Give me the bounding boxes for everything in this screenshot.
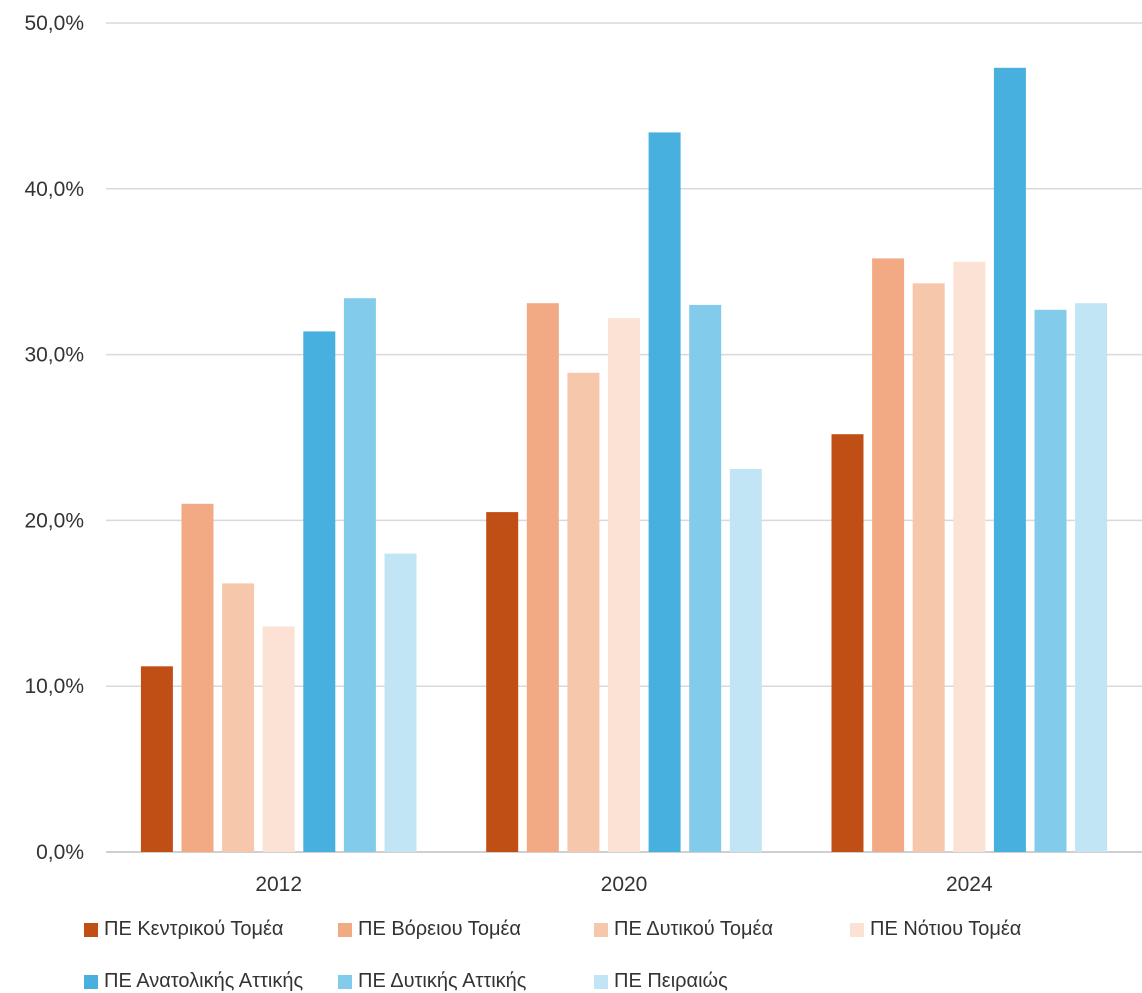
legend-item: ΠΕ Νότιου Τομέα — [850, 918, 1021, 941]
bar-2020-series-1 — [486, 512, 519, 852]
legend-item: ΠΕ Δυτικής Αττικής — [338, 970, 526, 993]
legend-swatch — [84, 974, 98, 989]
bar-2020-series-3 — [567, 372, 600, 852]
legend-label: ΠΕ Δυτικού Τομέα — [614, 918, 774, 940]
legend-swatch — [338, 974, 352, 989]
legend-swatch — [594, 974, 608, 989]
bar-2012-series-3 — [222, 583, 255, 852]
legend-item: ΠΕ Βόρειου Τομέα — [338, 918, 521, 941]
legend-label: ΠΕ Νότιου Τομέα — [870, 918, 1022, 940]
bar-2020-series-2 — [526, 303, 559, 852]
legend-item: ΠΕ Κεντρικού Τομέα — [84, 918, 283, 941]
legend-label: ΠΕ Ανατολικής Αττικής — [104, 970, 304, 992]
bar-chart: 0,0%10,0%20,0%30,0%40,0%50,0% 2012 2020 20… — [24, 12, 1142, 896]
bar-2024-series-2 — [872, 258, 905, 852]
x-axis-tick-labels: 2012 2020 2024 — [255, 873, 993, 896]
legend-label: ΠΕ Πειραιώς — [614, 970, 728, 992]
x-tick-label: 2012 — [255, 873, 302, 896]
y-tick-label: 10,0% — [24, 675, 84, 698]
bar-2024-series-3 — [912, 283, 945, 852]
legend-item: ΠΕ Ανατολικής Αττικής — [84, 970, 303, 993]
legend-label: ΠΕ Δυτικής Αττικής — [358, 970, 527, 992]
bar-2024-series-1 — [831, 434, 864, 852]
bar-2020-series-7 — [729, 469, 762, 852]
legend-label: ΠΕ Κεντρικού Τομέα — [104, 918, 284, 940]
y-tick-label: 0,0% — [36, 841, 84, 864]
bars — [140, 67, 1108, 853]
x-tick-label: 2024 — [946, 873, 993, 896]
y-tick-label: 40,0% — [24, 178, 84, 201]
bar-2012-series-1 — [140, 666, 173, 852]
bar-2012-series-6 — [343, 298, 376, 852]
y-tick-label: 30,0% — [24, 344, 84, 367]
y-tick-label: 50,0% — [24, 12, 84, 35]
bar-2024-series-7 — [1075, 303, 1108, 852]
legend-swatch — [338, 922, 352, 937]
bar-2012-series-4 — [262, 626, 295, 852]
bar-2012-series-5 — [303, 331, 336, 852]
legend-swatch — [594, 922, 608, 937]
y-tick-label: 20,0% — [24, 509, 84, 532]
bar-2020-series-4 — [608, 318, 640, 853]
legend-swatch — [84, 922, 98, 937]
legend-swatch — [850, 922, 864, 937]
legend-item: ΠΕ Πειραιώς — [594, 970, 728, 993]
legend-item: ΠΕ Δυτικού Τομέα — [594, 918, 773, 941]
x-tick-label: 2020 — [601, 873, 648, 896]
bar-2020-series-6 — [689, 304, 722, 852]
bar-2024-series-5 — [993, 67, 1026, 853]
bar-2012-series-7 — [384, 553, 417, 852]
y-axis-tick-labels: 0,0% 10,0% 20,0% 30,0% 40,0% 50,0% — [24, 12, 84, 864]
bar-2024-series-6 — [1034, 309, 1067, 852]
bar-2012-series-2 — [181, 503, 214, 852]
legend-label: ΠΕ Βόρειου Τομέα — [358, 918, 521, 940]
bar-2020-series-5 — [648, 132, 681, 852]
bar-2024-series-4 — [953, 261, 986, 852]
